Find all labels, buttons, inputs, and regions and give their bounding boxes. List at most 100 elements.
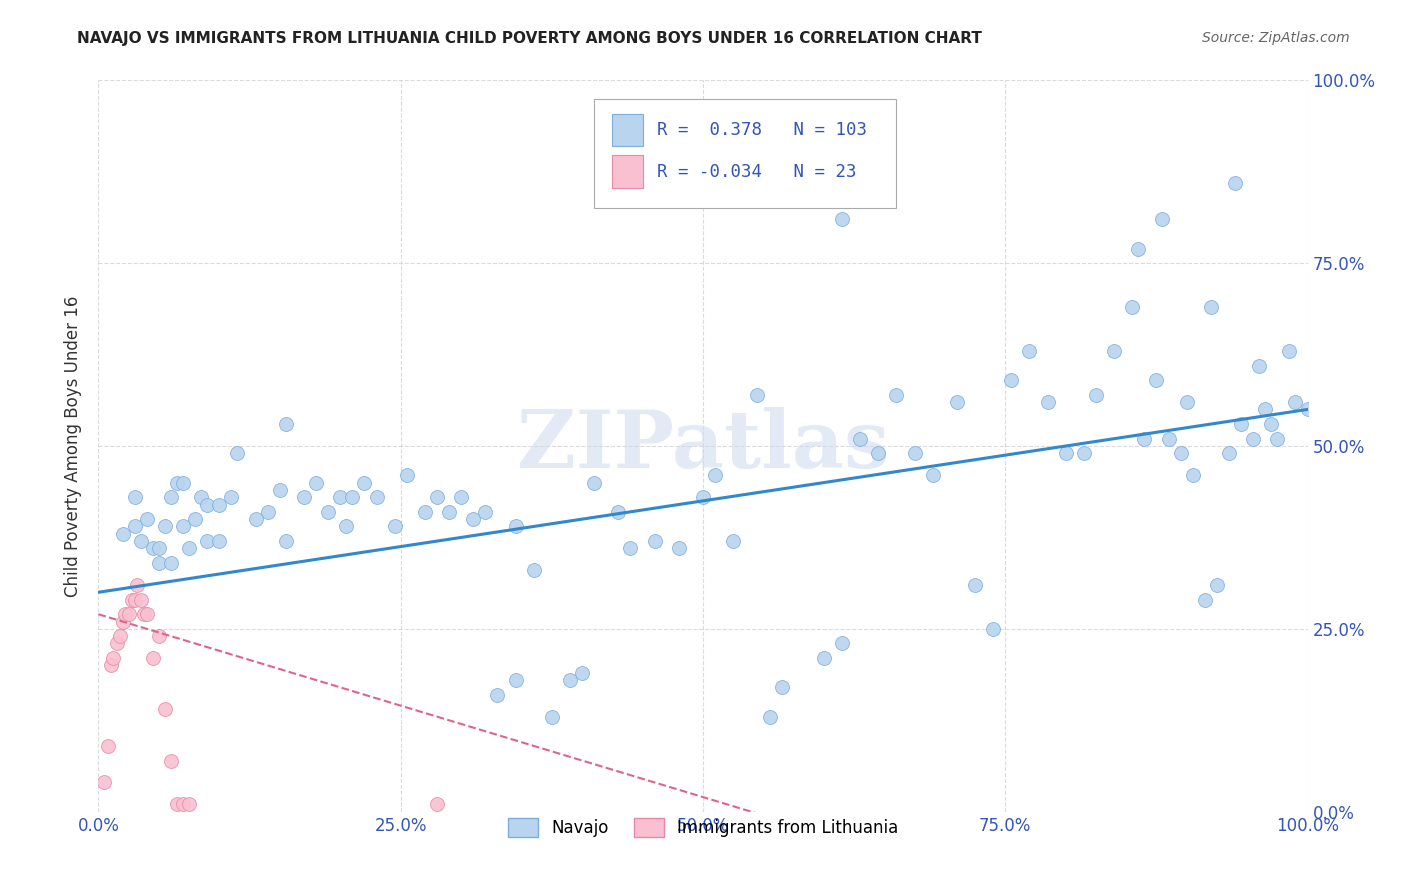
Point — [153, 702, 176, 716]
Point — [1133, 432, 1156, 446]
Point — [668, 541, 690, 556]
Point — [111, 526, 134, 541]
Point — [413, 505, 436, 519]
Point — [644, 534, 666, 549]
Point — [965, 578, 987, 592]
Legend: Navajo, Immigrants from Lithuania: Navajo, Immigrants from Lithuania — [501, 811, 905, 844]
Point — [426, 490, 449, 504]
Point — [474, 505, 496, 519]
Point — [160, 490, 183, 504]
Point — [135, 607, 157, 622]
Point — [583, 475, 606, 490]
Point — [1073, 446, 1095, 460]
Point — [723, 534, 745, 549]
Point — [831, 212, 853, 227]
Point — [1194, 592, 1216, 607]
Point — [353, 475, 375, 490]
Point — [886, 388, 908, 402]
Point — [1170, 446, 1192, 460]
Point — [1175, 395, 1198, 409]
Point — [329, 490, 352, 504]
Point — [190, 490, 212, 504]
Point — [1054, 446, 1077, 460]
Point — [1260, 417, 1282, 431]
Text: NAVAJO VS IMMIGRANTS FROM LITHUANIA CHILD POVERTY AMONG BOYS UNDER 16 CORRELATIO: NAVAJO VS IMMIGRANTS FROM LITHUANIA CHIL… — [77, 31, 983, 46]
Point — [1223, 176, 1246, 190]
Point — [124, 490, 146, 504]
Point — [571, 665, 593, 680]
Point — [172, 797, 194, 812]
Point — [124, 519, 146, 533]
Point — [463, 512, 485, 526]
Point — [114, 607, 136, 622]
Point — [221, 490, 243, 504]
Point — [1284, 395, 1306, 409]
Point — [142, 541, 165, 556]
Point — [342, 490, 364, 504]
FancyBboxPatch shape — [595, 99, 897, 209]
Point — [153, 519, 176, 533]
Point — [1249, 359, 1271, 373]
FancyBboxPatch shape — [613, 113, 643, 146]
Point — [226, 446, 249, 460]
Point — [1121, 300, 1143, 314]
Point — [134, 607, 156, 622]
Point — [758, 709, 780, 723]
Point — [849, 432, 872, 446]
Point — [121, 592, 143, 607]
Point — [831, 636, 853, 650]
Point — [868, 446, 890, 460]
Point — [274, 534, 297, 549]
Point — [607, 505, 630, 519]
Point — [118, 607, 141, 622]
Text: ZIPatlas: ZIPatlas — [517, 407, 889, 485]
Text: R = -0.034   N = 23: R = -0.034 N = 23 — [657, 162, 856, 181]
Point — [1018, 343, 1040, 358]
Point — [1181, 468, 1204, 483]
Point — [129, 592, 152, 607]
Point — [129, 534, 152, 549]
Point — [1241, 432, 1264, 446]
Point — [127, 578, 149, 592]
Point — [1085, 388, 1108, 402]
Point — [1254, 402, 1277, 417]
Point — [292, 490, 315, 504]
Point — [523, 563, 546, 577]
Point — [426, 797, 449, 812]
Point — [747, 388, 769, 402]
Point — [148, 541, 170, 556]
Point — [619, 541, 641, 556]
Point — [274, 417, 297, 431]
Point — [142, 651, 165, 665]
Point — [148, 629, 170, 643]
Point — [111, 615, 134, 629]
Point — [101, 651, 124, 665]
Point — [245, 512, 267, 526]
Point — [166, 475, 188, 490]
Point — [208, 534, 231, 549]
Point — [1128, 242, 1150, 256]
Point — [195, 498, 218, 512]
Point — [208, 498, 231, 512]
Point — [160, 754, 183, 768]
Point — [366, 490, 388, 504]
Point — [540, 709, 562, 723]
Point — [148, 556, 170, 570]
Point — [1278, 343, 1301, 358]
Point — [305, 475, 328, 490]
Point — [384, 519, 406, 533]
Point — [1199, 300, 1222, 314]
Point — [692, 490, 714, 504]
Point — [184, 512, 207, 526]
Point — [108, 629, 131, 643]
Point — [1157, 432, 1180, 446]
Point — [335, 519, 357, 533]
Point — [97, 739, 120, 753]
Point — [179, 797, 201, 812]
Point — [981, 622, 1004, 636]
Point — [1146, 373, 1168, 387]
Point — [395, 468, 418, 483]
Point — [946, 395, 969, 409]
Point — [269, 483, 291, 497]
Point — [1296, 402, 1319, 417]
